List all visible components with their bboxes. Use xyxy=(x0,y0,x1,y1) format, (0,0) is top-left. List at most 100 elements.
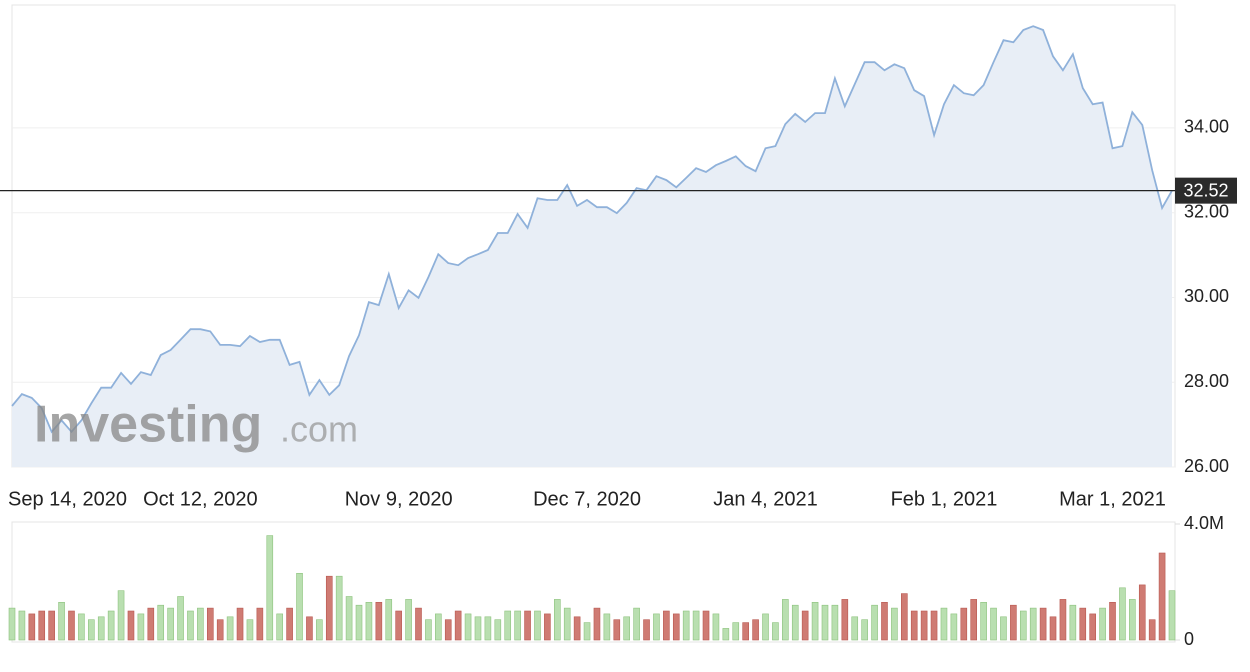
y2-tick-label: 4.0M xyxy=(1184,513,1224,533)
price-area xyxy=(12,26,1172,467)
volume-bar xyxy=(365,601,373,641)
volume-bar xyxy=(901,593,908,641)
volume-bar xyxy=(97,616,105,641)
volume-bar xyxy=(246,619,254,641)
volume-bar xyxy=(1049,616,1057,641)
volume-bar xyxy=(286,607,293,641)
volume-bar xyxy=(841,599,849,641)
x-tick-label: Nov 9, 2020 xyxy=(345,488,453,510)
volume-bar xyxy=(1109,601,1116,641)
plot-layer: 26.00 28.00 30.00 32.00 34.00 0 4.0M xyxy=(8,25,1229,649)
x-tick-label: Oct 12, 2020 xyxy=(143,488,258,510)
volume-bar xyxy=(18,610,26,641)
volume-bar xyxy=(940,607,948,641)
volume-bar xyxy=(454,610,462,641)
volume-bar xyxy=(405,599,412,641)
volume-bar xyxy=(197,607,204,641)
volume-bar xyxy=(801,610,809,641)
volume-bar xyxy=(524,610,531,641)
volume-bar xyxy=(484,616,492,641)
volume-bar xyxy=(1079,607,1087,641)
volume-bar xyxy=(871,604,878,641)
volume-bar xyxy=(1158,552,1166,641)
volume-bar xyxy=(1099,607,1106,641)
volume-bar xyxy=(137,613,145,641)
volume-bar xyxy=(682,610,690,641)
x-tick-label: Mar 1, 2021 xyxy=(1059,488,1166,510)
volume-bar xyxy=(811,601,819,641)
y-tick-label: 32.00 xyxy=(1184,201,1229,221)
volume-bar xyxy=(147,607,155,641)
volume-bar xyxy=(1168,590,1176,641)
y2-tick-label: 0 xyxy=(1184,629,1194,649)
volume-bar xyxy=(206,607,214,641)
volume-bar xyxy=(672,613,680,641)
volume-bar xyxy=(316,619,323,641)
volume-bar xyxy=(791,604,799,641)
volume-bar xyxy=(1059,599,1067,641)
volume-frame xyxy=(11,521,1176,643)
volume-bar xyxy=(306,616,313,641)
volume-bar xyxy=(583,622,591,641)
volume-bar xyxy=(633,607,640,641)
volume-bar xyxy=(88,619,95,641)
volume-bar xyxy=(1138,584,1146,641)
volume-bar xyxy=(702,610,710,641)
volume-bar xyxy=(415,607,422,641)
volume-bar xyxy=(980,601,987,641)
volume-bar xyxy=(236,607,244,641)
volume-bar xyxy=(821,604,829,641)
watermark-brand: Investing xyxy=(34,396,262,454)
volume-bar xyxy=(881,601,888,641)
volume-bar xyxy=(553,599,561,641)
volume-bar xyxy=(593,607,601,641)
volume-bar xyxy=(226,616,234,641)
volume-bar xyxy=(216,619,224,641)
volume-bar xyxy=(1010,604,1017,641)
last-price-box xyxy=(1175,177,1237,204)
volume-bar xyxy=(385,599,393,641)
volume-bar xyxy=(563,607,571,641)
volume-bar xyxy=(722,628,730,641)
volume-bar xyxy=(296,572,303,641)
volume-bar xyxy=(692,610,700,641)
x-tick-label: Jan 4, 2021 xyxy=(713,488,818,510)
volume-bar xyxy=(355,604,363,641)
y-tick-label: 28.00 xyxy=(1184,371,1229,391)
volume-bar xyxy=(107,610,115,641)
volume-bar xyxy=(613,619,621,641)
volume-bar xyxy=(732,622,740,641)
volume-bar xyxy=(375,601,383,641)
volume-bar xyxy=(494,619,502,641)
volume-bar xyxy=(990,607,997,641)
volume-bar xyxy=(1119,587,1126,641)
volume-bar xyxy=(831,604,839,641)
volume-bar xyxy=(772,622,779,641)
volume-bar xyxy=(58,601,65,641)
y-tick-label: 30.00 xyxy=(1184,286,1229,306)
volume-bar xyxy=(395,610,402,641)
price-line xyxy=(11,25,1173,434)
volume-bar xyxy=(335,575,343,641)
volume-bar xyxy=(653,613,660,641)
volume-bar xyxy=(167,607,174,641)
volume-bar xyxy=(752,619,759,641)
volume-bar xyxy=(1069,604,1077,641)
volume-bar xyxy=(187,610,194,641)
volume-bar xyxy=(663,610,670,641)
volume-bar xyxy=(177,596,184,641)
y-tick-label: 34.00 xyxy=(1184,117,1229,137)
volume-bar xyxy=(782,599,789,641)
volume-bar xyxy=(742,622,749,641)
volume-bar xyxy=(573,616,581,641)
volume-bar xyxy=(68,610,75,641)
volume-bar xyxy=(345,596,353,641)
volume-bar xyxy=(266,535,274,641)
volume-bar xyxy=(1039,607,1047,641)
volume-bar xyxy=(28,613,36,641)
volume-bar xyxy=(425,619,432,641)
volume-bar xyxy=(960,607,968,641)
volume-bar xyxy=(1089,613,1096,641)
watermark-suffix: .com xyxy=(280,409,358,450)
